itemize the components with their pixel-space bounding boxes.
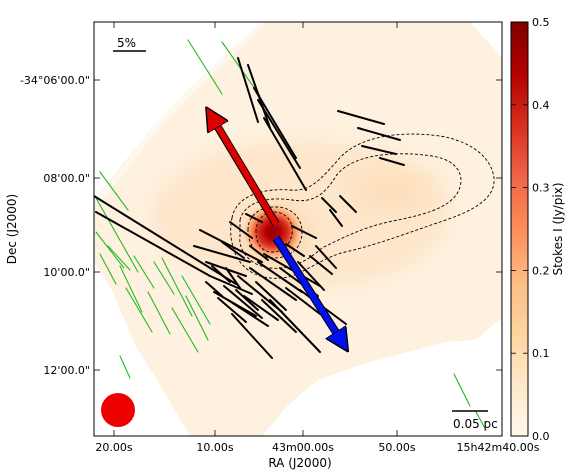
polarization-vector-black bbox=[269, 299, 321, 353]
polarization-vector-black bbox=[217, 297, 247, 323]
polarization-vector-green bbox=[107, 245, 131, 271]
colorbar-tick-label: 0.5 bbox=[532, 16, 550, 29]
polarization-vector-green bbox=[119, 355, 131, 379]
y-tick-labels: -34°06'00.0" 08'00.0" 10'00.0" 12'00.0" bbox=[20, 74, 90, 377]
polarization-vector-green bbox=[185, 295, 209, 341]
x-axis-label: RA (J2000) bbox=[268, 456, 331, 470]
polarization-vector-green bbox=[161, 257, 193, 317]
colorbar-tick-label: 0.4 bbox=[532, 99, 550, 112]
polarization-vector-green bbox=[181, 275, 211, 325]
y-tick-label: -34°06'00.0" bbox=[20, 74, 90, 87]
polarization-vector-green bbox=[187, 39, 223, 95]
colorbar-ticks bbox=[511, 21, 528, 437]
contour-mid bbox=[239, 153, 462, 269]
polarization-vector-black bbox=[361, 145, 397, 155]
colorbar-tick-labels: 0.0 0.1 0.2 0.3 0.4 0.5 bbox=[532, 16, 550, 443]
physical-scale-label: 0.05 pc bbox=[453, 417, 498, 431]
polarization-vector-black bbox=[225, 267, 241, 289]
polarization-vector-green bbox=[453, 373, 471, 407]
arrow-red-fill bbox=[212, 117, 279, 226]
polarization-vector-black bbox=[245, 213, 263, 223]
polarization-vector-black bbox=[337, 110, 385, 125]
colorbar-tick-label: 0.3 bbox=[532, 182, 550, 195]
emission-east-clump bbox=[320, 150, 464, 230]
polarization-vector-black bbox=[94, 195, 237, 285]
polarization-vector-green bbox=[99, 171, 129, 211]
polarization-vector-green bbox=[95, 231, 125, 269]
x-tick-label: 43m00.00s bbox=[272, 441, 334, 454]
colorbar-label: Stokes I (Jy/pix) bbox=[551, 182, 565, 275]
plot-frame bbox=[93, 21, 503, 437]
colorbar-tick-label: 0.0 bbox=[532, 430, 550, 443]
polarization-vector-black bbox=[257, 99, 301, 169]
colorbar-tick-label: 0.2 bbox=[532, 264, 550, 277]
polarization-vector-black bbox=[253, 87, 297, 159]
polarization-vector-black bbox=[193, 245, 251, 263]
polarization-vector-black bbox=[205, 281, 223, 297]
polarization-vector-black bbox=[95, 211, 211, 277]
polarization-vector-black bbox=[285, 243, 305, 257]
polarization-vector-black bbox=[263, 117, 307, 191]
polarization-vector-black bbox=[297, 261, 325, 291]
polarization-vector-green bbox=[133, 255, 155, 289]
polarization-vector-black bbox=[379, 157, 405, 166]
polarization-vectors-green bbox=[95, 39, 487, 431]
x-tick-label: 15h42m40.00s bbox=[457, 441, 540, 454]
y-tick-label: 10'00.0" bbox=[43, 266, 90, 279]
polarization-vector-black bbox=[285, 287, 321, 315]
polarization-vector-black bbox=[229, 221, 253, 239]
polarization-scale-bar: 5% bbox=[113, 36, 146, 52]
polarization-vector-green bbox=[119, 265, 143, 313]
polarization-vector-black bbox=[243, 295, 279, 321]
polarization-vector-black bbox=[315, 245, 337, 269]
x-tick-label: 10.00s bbox=[196, 441, 233, 454]
x-tick-label: 20.00s bbox=[95, 441, 132, 454]
polarization-vector-black bbox=[249, 267, 297, 301]
colorbar: 0.0 0.1 0.2 0.3 0.4 0.5 Stokes I (Jy/pix) bbox=[510, 16, 565, 443]
polarization-vector-black bbox=[329, 209, 343, 227]
polarization-vector-black bbox=[357, 127, 401, 141]
polarization-vector-black bbox=[255, 281, 287, 311]
polarization-scale-label: 5% bbox=[117, 36, 136, 50]
polarization-vector-black bbox=[227, 299, 269, 327]
polarization-vector-green bbox=[475, 411, 487, 431]
polarization-vector-black bbox=[209, 275, 253, 295]
y-tick-label: 08'00.0" bbox=[43, 172, 90, 185]
polarization-vector-black bbox=[211, 265, 231, 283]
polarization-vector-green bbox=[171, 307, 199, 353]
y-tick-label: 12'00.0" bbox=[43, 364, 90, 377]
polarization-vector-black bbox=[249, 245, 269, 261]
arrow-blue-fill bbox=[273, 236, 342, 342]
arrows bbox=[210, 114, 344, 345]
physical-scale-bar: 0.05 pc bbox=[452, 410, 498, 431]
polarization-vector-black bbox=[261, 299, 297, 333]
polarization-vector-green bbox=[99, 253, 117, 285]
polarization-vector-black bbox=[235, 289, 259, 311]
polarization-vector-black bbox=[321, 197, 337, 213]
y-axis-label: Dec (J2000) bbox=[5, 194, 19, 264]
polarization-vector-black bbox=[309, 255, 333, 275]
polarization-vector-green bbox=[95, 197, 139, 273]
contour-outer bbox=[230, 133, 495, 279]
polarization-vector-black bbox=[291, 225, 317, 239]
colorbar-frame bbox=[510, 21, 529, 437]
colorbar-tick-label: 0.1 bbox=[532, 347, 550, 360]
polarization-vectors-black bbox=[94, 57, 405, 359]
axis-ticks bbox=[94, 22, 502, 436]
polarization-vector-green bbox=[147, 291, 171, 335]
polarization-vector-black bbox=[257, 261, 303, 293]
polarization-vector-black bbox=[231, 313, 273, 359]
polarization-vector-black bbox=[199, 229, 263, 263]
beam-ellipse bbox=[101, 393, 135, 427]
polarization-vector-black bbox=[221, 241, 245, 259]
polarization-vector-black bbox=[237, 57, 259, 123]
polarization-vector-black bbox=[339, 195, 357, 213]
x-tick-label: 50.00s bbox=[378, 441, 415, 454]
polarization-vector-black bbox=[223, 285, 263, 319]
polarization-vector-green bbox=[125, 287, 153, 333]
x-tick-labels: 20.00s 10.00s 43m00.00s 50.00s 15h42m40.… bbox=[95, 441, 539, 454]
polarization-vector-green bbox=[153, 261, 175, 295]
colorbar-gradient bbox=[511, 22, 528, 436]
